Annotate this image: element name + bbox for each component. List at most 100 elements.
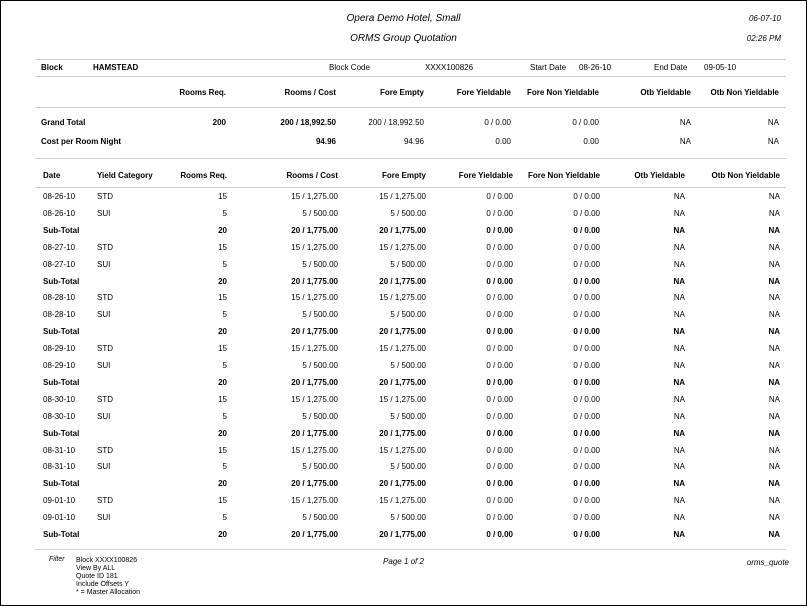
column-header: Fore Yieldable: [458, 171, 513, 180]
column-header: Otb Yieldable: [634, 171, 685, 180]
column-header: Rooms / Cost: [284, 88, 336, 97]
end-date: 09-05-10: [704, 63, 737, 72]
subtotal-cell: NA: [768, 225, 780, 235]
table-cell: 5 / 500.00: [302, 361, 338, 370]
table-cell: 15 / 1,275.00: [291, 445, 338, 455]
column-header: Fore Yieldable: [456, 88, 511, 97]
subtotal-cell: NA: [673, 327, 685, 337]
table-cell: 5: [222, 462, 227, 472]
subtotal-cell: NA: [673, 377, 685, 387]
row-label: Grand Total: [41, 118, 86, 127]
table-cell: 5: [222, 361, 227, 370]
column-header: Fore Empty: [379, 88, 424, 97]
table-cell: 0 / 0.00: [573, 259, 600, 269]
subtotal-cell: 0 / 0.00: [486, 225, 513, 235]
subtotal-cell: NA: [768, 479, 780, 489]
report-title: ORMS Group Quotation: [350, 33, 457, 44]
table-cell: NA: [673, 242, 685, 252]
subtotal-cell: Sub-Total: [43, 276, 80, 286]
subtotal-cell: 20 / 1,775.00: [291, 428, 338, 438]
table-cell: 09-01-10: [43, 496, 76, 506]
table-cell: 0 / 0.00: [573, 344, 600, 354]
table-cell: 5: [222, 259, 227, 269]
table-cell: NA: [673, 394, 685, 404]
table-cell: 15: [218, 394, 227, 404]
table-cell: NA: [673, 208, 685, 218]
summary-cell: 200 / 18,992.50: [368, 118, 424, 127]
subtotal-cell: 20 / 1,775.00: [379, 479, 426, 489]
table-cell: 0 / 0.00: [486, 208, 513, 218]
subtotal-cell: 20 / 1,775.00: [291, 377, 338, 387]
table-cell: 15 / 1,275.00: [291, 293, 338, 303]
table-cell: NA: [768, 208, 780, 218]
table-cell: 0 / 0.00: [486, 344, 513, 354]
divider: [35, 107, 786, 108]
table-cell: STD: [97, 192, 113, 201]
subtotal-cell: 20 / 1,775.00: [291, 225, 338, 235]
filter-item: * = Master Allocation: [76, 589, 141, 596]
summary-cell: NA: [767, 118, 779, 127]
table-cell: SUI: [97, 310, 111, 320]
table-cell: 0 / 0.00: [573, 411, 600, 421]
subtotal-cell: Sub-Total: [43, 530, 80, 539]
table-cell: 5 / 500.00: [390, 513, 426, 523]
table-cell: NA: [673, 513, 685, 523]
table-cell: 0 / 0.00: [486, 411, 513, 421]
subtotal-cell: 20 / 1,775.00: [379, 276, 426, 286]
column-header: Date: [43, 171, 61, 180]
filter-item: Block XXXX100826: [76, 557, 138, 564]
divider: [35, 158, 786, 159]
table-cell: 0 / 0.00: [573, 513, 600, 523]
table-cell: 15 / 1,275.00: [379, 394, 426, 404]
divider: [35, 76, 786, 77]
table-cell: NA: [768, 344, 780, 354]
table-cell: 0 / 0.00: [573, 293, 600, 303]
subtotal-cell: 20 / 1,775.00: [379, 327, 426, 337]
filter-item: Include Offsets Y: [76, 581, 130, 588]
table-cell: 5: [222, 208, 227, 218]
table-cell: NA: [768, 513, 780, 523]
table-cell: NA: [673, 192, 685, 201]
table-cell: STD: [97, 242, 113, 252]
table-cell: NA: [768, 192, 780, 201]
table-cell: 0 / 0.00: [573, 445, 600, 455]
table-cell: 0 / 0.00: [573, 496, 600, 506]
table-cell: 5: [222, 310, 227, 320]
subtotal-cell: 20 / 1,775.00: [291, 479, 338, 489]
table-cell: NA: [673, 344, 685, 354]
table-cell: SUI: [97, 462, 111, 472]
table-cell: 5 / 500.00: [390, 411, 426, 421]
table-cell: 15: [218, 445, 227, 455]
table-cell: 0 / 0.00: [486, 394, 513, 404]
summary-cell: 94.96: [403, 137, 424, 146]
subtotal-cell: 0 / 0.00: [573, 327, 600, 337]
table-cell: 08-28-10: [43, 293, 76, 303]
table-cell: 0 / 0.00: [486, 293, 513, 303]
subtotal-cell: NA: [768, 530, 780, 539]
table-cell: 08-27-10: [43, 242, 76, 252]
table-cell: 08-26-10: [43, 208, 76, 218]
subtotal-cell: 0 / 0.00: [486, 327, 513, 337]
table-cell: 0 / 0.00: [486, 361, 513, 370]
table-cell: NA: [673, 462, 685, 472]
table-cell: 15 / 1,275.00: [291, 242, 338, 252]
table-cell: 0 / 0.00: [486, 259, 513, 269]
table-cell: 0 / 0.00: [573, 310, 600, 320]
subtotal-cell: Sub-Total: [43, 479, 80, 489]
subtotal-cell: Sub-Total: [43, 377, 80, 387]
table-cell: 08-30-10: [43, 411, 76, 421]
table-cell: 15: [218, 344, 227, 354]
table-cell: 0 / 0.00: [573, 394, 600, 404]
subtotal-cell: 20 / 1,775.00: [291, 276, 338, 286]
column-header: Otb Non Yieldable: [710, 88, 779, 97]
subtotal-cell: NA: [673, 428, 685, 438]
subtotal-cell: NA: [768, 327, 780, 337]
table-cell: 5 / 500.00: [302, 462, 338, 472]
table-cell: 08-31-10: [43, 445, 76, 455]
table-cell: 0 / 0.00: [573, 192, 600, 201]
table-cell: 15: [218, 242, 227, 252]
table-cell: SUI: [97, 411, 111, 421]
print-time: 02:26 PM: [746, 34, 781, 43]
table-cell: 15 / 1,275.00: [291, 344, 338, 354]
